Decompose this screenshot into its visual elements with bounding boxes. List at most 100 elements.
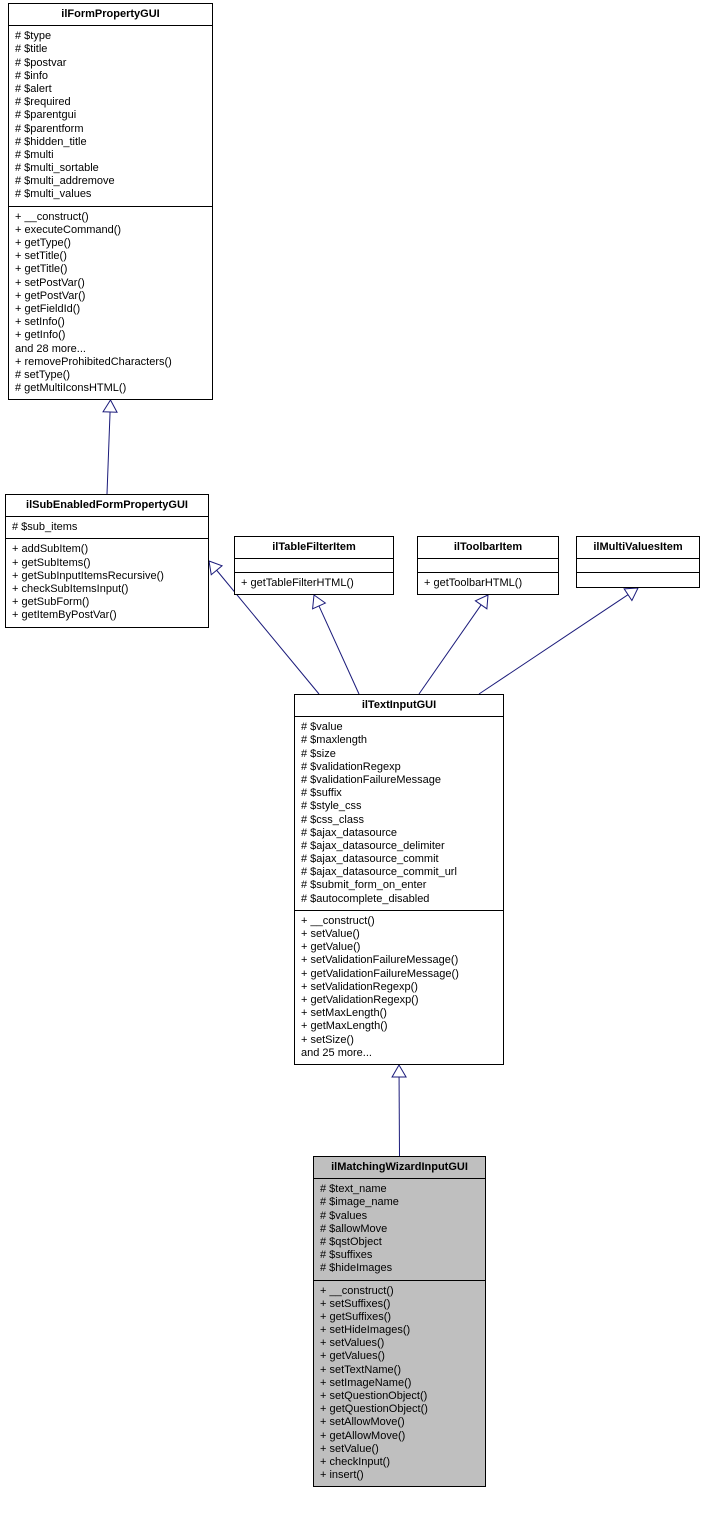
operation-line: + getType() — [15, 237, 206, 250]
attribute-line: # $value — [301, 721, 497, 734]
operation-line: + setValidationRegexp() — [301, 981, 497, 994]
attribute-line: # $multi_addremove — [15, 175, 206, 188]
attribute-line: # $multi — [15, 149, 206, 162]
attributes-section: # $type# $title# $postvar# $info# $alert… — [9, 26, 212, 206]
attributes-section: # $sub_items — [6, 517, 208, 539]
inheritance-arrowhead — [475, 595, 488, 609]
operations-section: + getToolbarHTML() — [418, 573, 558, 594]
operation-line: + __construct() — [320, 1285, 479, 1298]
attribute-line: # $ajax_datasource_commit — [301, 853, 497, 866]
operation-line: + __construct() — [301, 915, 497, 928]
operations-section: + __construct()+ executeCommand()+ getTy… — [9, 207, 212, 400]
operation-line: + getPostVar() — [15, 290, 206, 303]
class-ilFormPropertyGUI: ilFormPropertyGUI# $type# $title# $postv… — [8, 3, 213, 400]
operation-line: + setSize() — [301, 1034, 497, 1047]
operation-line: + setValues() — [320, 1337, 479, 1350]
attribute-line: # $alert — [15, 83, 206, 96]
operation-line: + getSubInputItemsRecursive() — [12, 570, 202, 583]
attributes-section: # $value# $maxlength# $size# $validation… — [295, 717, 503, 911]
operation-line: + setQuestionObject() — [320, 1390, 479, 1403]
inheritance-arrowhead — [392, 1065, 406, 1077]
attribute-line: # $values — [320, 1210, 479, 1223]
attribute-line: # $ajax_datasource_delimiter — [301, 840, 497, 853]
operation-line: + setTitle() — [15, 250, 206, 263]
operation-line: + getQuestionObject() — [320, 1403, 479, 1416]
attributes-section — [418, 559, 558, 573]
operation-line: and 25 more... — [301, 1047, 497, 1060]
attribute-line: # $info — [15, 70, 206, 83]
class-title: ilMatchingWizardInputGUI — [314, 1157, 485, 1179]
attribute-line: # $suffixes — [320, 1249, 479, 1262]
operation-line: + getAllowMove() — [320, 1430, 479, 1443]
attributes-section: # $text_name# $image_name# $values# $all… — [314, 1179, 485, 1280]
operations-section: + __construct()+ setValue()+ getValue()+… — [295, 911, 503, 1064]
operation-line: + setPostVar() — [15, 277, 206, 290]
attribute-line: # $multi_sortable — [15, 162, 206, 175]
attribute-line: # $size — [301, 748, 497, 761]
class-title: ilToolbarItem — [418, 537, 558, 559]
operations-section — [577, 573, 699, 587]
class-title: ilSubEnabledFormPropertyGUI — [6, 495, 208, 517]
operations-section: + getTableFilterHTML() — [235, 573, 393, 594]
operation-line: + getValidationRegexp() — [301, 994, 497, 1007]
class-title: ilTextInputGUI — [295, 695, 503, 717]
operation-line: + insert() — [320, 1469, 479, 1482]
attributes-section — [577, 559, 699, 573]
class-ilMultiValuesItem: ilMultiValuesItem — [576, 536, 700, 588]
inheritance-edge — [479, 595, 628, 694]
operation-line: + addSubItem() — [12, 543, 202, 556]
inheritance-edge — [419, 605, 481, 694]
operation-line: and 28 more... — [15, 343, 206, 356]
operation-line: + removeProhibitedCharacters() — [15, 356, 206, 369]
inheritance-arrowhead — [624, 588, 638, 600]
operation-line: + setValue() — [320, 1443, 479, 1456]
operation-line: + setTextName() — [320, 1364, 479, 1377]
operation-line: + setValue() — [301, 928, 497, 941]
operation-line: + setImageName() — [320, 1377, 479, 1390]
operation-line: + getSuffixes() — [320, 1311, 479, 1324]
operation-line: # getMultiIconsHTML() — [15, 382, 206, 395]
operation-line: + __construct() — [15, 211, 206, 224]
operation-line: + getToolbarHTML() — [424, 577, 552, 590]
operation-line: + executeCommand() — [15, 224, 206, 237]
operations-section: + addSubItem()+ getSubItems()+ getSubInp… — [6, 539, 208, 626]
operation-line: + getSubForm() — [12, 596, 202, 609]
operation-line: + setValidationFailureMessage() — [301, 954, 497, 967]
operation-line: + getInfo() — [15, 329, 206, 342]
attribute-line: # $validationRegexp — [301, 761, 497, 774]
inheritance-arrowhead — [103, 400, 117, 412]
inheritance-arrowhead — [313, 595, 326, 609]
class-ilSubEnabledFormPropertyGUI: ilSubEnabledFormPropertyGUI # $sub_items +… — [5, 494, 209, 628]
operation-line: + getItemByPostVar() — [12, 609, 202, 622]
inheritance-edge — [319, 606, 359, 694]
attribute-line: # $hidden_title — [15, 136, 206, 149]
operation-line: + setMaxLength() — [301, 1007, 497, 1020]
class-ilToolbarItem: ilToolbarItem + getToolbarHTML() — [417, 536, 559, 595]
attribute-line: # $style_css — [301, 800, 497, 813]
attribute-line: # $postvar — [15, 57, 206, 70]
attribute-line: # $css_class — [301, 814, 497, 827]
operation-line: + getValidationFailureMessage() — [301, 968, 497, 981]
operation-line: + setInfo() — [15, 316, 206, 329]
attribute-line: # $multi_values — [15, 188, 206, 201]
attribute-line: # $parentgui — [15, 109, 206, 122]
class-title: ilTableFilterItem — [235, 537, 393, 559]
class-ilTextInputGUI: ilTextInputGUI# $value# $maxlength# $siz… — [294, 694, 504, 1065]
operation-line: + setHideImages() — [320, 1324, 479, 1337]
operation-line: + setAllowMove() — [320, 1416, 479, 1429]
attribute-line: # $title — [15, 43, 206, 56]
attribute-line: # $qstObject — [320, 1236, 479, 1249]
inheritance-edge — [107, 412, 110, 494]
operation-line: + checkInput() — [320, 1456, 479, 1469]
operation-line: + setSuffixes() — [320, 1298, 479, 1311]
class-ilTableFilterItem: ilTableFilterItem + getTableFilterHTML() — [234, 536, 394, 595]
attribute-line: # $validationFailureMessage — [301, 774, 497, 787]
operation-line: + getTitle() — [15, 263, 206, 276]
attributes-section — [235, 559, 393, 573]
attribute-line: # $type — [15, 30, 206, 43]
attribute-line: # $sub_items — [12, 521, 202, 534]
operation-line: # setType() — [15, 369, 206, 382]
attribute-line: # $image_name — [320, 1196, 479, 1209]
operation-line: + getFieldId() — [15, 303, 206, 316]
operation-line: + getTableFilterHTML() — [241, 577, 387, 590]
